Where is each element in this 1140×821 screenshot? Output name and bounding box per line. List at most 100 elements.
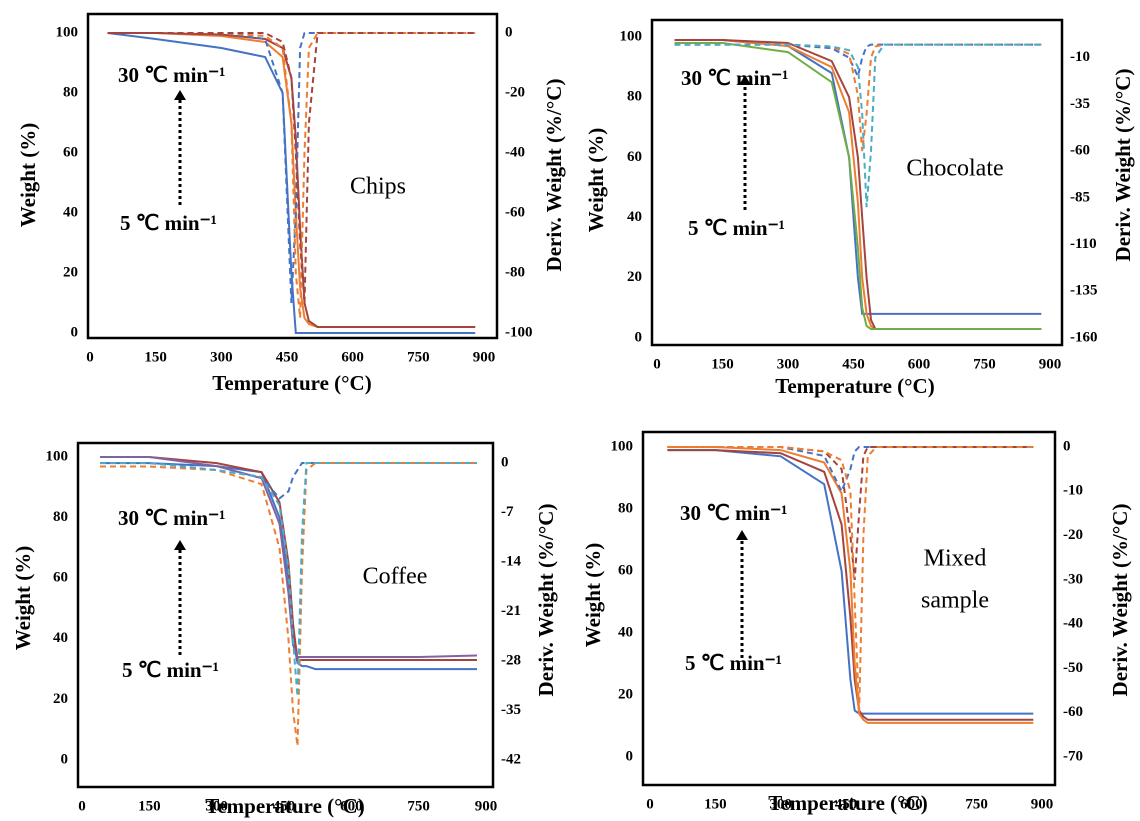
y-axis-title: Weight (%) bbox=[581, 543, 605, 647]
weight-line bbox=[667, 446, 1034, 724]
y-tick-label: 40 bbox=[53, 630, 68, 646]
y2-tick-label: 0 bbox=[501, 454, 509, 470]
annotation: 30 ℃ min⁻¹ bbox=[118, 506, 225, 530]
y-tick-label: 80 bbox=[618, 500, 633, 516]
y2-axis-title: Deriv. Weight (%/°C) bbox=[1111, 69, 1135, 262]
y-axis-title: Weight (%) bbox=[11, 546, 35, 650]
y-tick-label: 60 bbox=[618, 562, 633, 578]
y-tick-label: 0 bbox=[71, 324, 79, 340]
y2-tick-label: -28 bbox=[501, 652, 521, 668]
x-axis-title: Temperature (°C) bbox=[768, 791, 927, 815]
y-tick-label: 40 bbox=[63, 204, 78, 220]
y2-tick-label: -7 bbox=[501, 504, 514, 520]
y2-tick-label: -160 bbox=[1070, 329, 1098, 345]
arrow-head bbox=[736, 530, 748, 540]
x-axis-title: Temperature (°C) bbox=[212, 371, 371, 395]
arrow-head bbox=[174, 90, 186, 100]
x-tick-label: 300 bbox=[769, 796, 792, 812]
annotation: 5 ℃ min⁻¹ bbox=[685, 651, 782, 675]
y-tick-label: 80 bbox=[627, 89, 642, 105]
deriv-line bbox=[674, 43, 1042, 208]
y2-tick-label: -10 bbox=[1070, 49, 1090, 65]
deriv-line bbox=[100, 462, 477, 747]
weight-line bbox=[100, 456, 477, 661]
y2-tick-label: -40 bbox=[505, 144, 525, 160]
x-tick-label: 750 bbox=[965, 796, 988, 812]
annotation: 30 ℃ min⁻¹ bbox=[681, 66, 788, 90]
plot-frame bbox=[650, 18, 1064, 347]
x-tick-label: 450 bbox=[842, 356, 865, 372]
x-tick-label: 900 bbox=[473, 349, 496, 365]
x-tick-label: 900 bbox=[1039, 356, 1062, 372]
y-tick-label: 0 bbox=[626, 748, 634, 764]
y-tick-label: 0 bbox=[635, 329, 643, 345]
deriv-line bbox=[667, 446, 1034, 494]
annotation: 5 ℃ min⁻¹ bbox=[688, 216, 785, 240]
y2-tick-label: -30 bbox=[1063, 571, 1083, 587]
y-tick-label: 100 bbox=[56, 24, 79, 40]
y2-tick-label: -35 bbox=[1070, 96, 1090, 112]
weight-line bbox=[674, 42, 1042, 330]
x-tick-label: 0 bbox=[78, 798, 86, 814]
x-tick-label: 0 bbox=[646, 796, 654, 812]
y2-axis-title: Deriv. Weight (%/°C) bbox=[534, 504, 558, 697]
y2-tick-label: -42 bbox=[501, 751, 521, 767]
x-tick-label: 450 bbox=[273, 798, 296, 814]
annotation: 5 ℃ min⁻¹ bbox=[120, 211, 217, 235]
sample-label: Chips bbox=[350, 174, 406, 200]
y2-tick-label: -100 bbox=[505, 324, 533, 340]
x-tick-label: 450 bbox=[276, 349, 299, 365]
plot-frame bbox=[641, 430, 1057, 787]
y-tick-label: 60 bbox=[63, 144, 78, 160]
y2-tick-label: -60 bbox=[1063, 704, 1083, 720]
y-tick-label: 100 bbox=[620, 28, 643, 44]
y2-tick-label: -40 bbox=[1063, 616, 1083, 632]
y2-tick-label: -60 bbox=[505, 204, 525, 220]
x-tick-label: 150 bbox=[144, 349, 167, 365]
sample-label: Chocolate bbox=[906, 156, 1003, 182]
y2-tick-label: -14 bbox=[501, 553, 521, 569]
sample-label: Coffee bbox=[363, 564, 428, 590]
x-tick-label: 150 bbox=[138, 798, 161, 814]
y-axis-title: Weight (%) bbox=[584, 128, 608, 232]
y-tick-label: 100 bbox=[46, 448, 69, 464]
annotation: 30 ℃ min⁻¹ bbox=[118, 63, 225, 87]
x-tick-label: 0 bbox=[86, 349, 94, 365]
annotation: 30 ℃ min⁻¹ bbox=[680, 501, 787, 525]
y2-tick-label: 0 bbox=[505, 24, 513, 40]
x-tick-label: 150 bbox=[711, 356, 734, 372]
annotation: 5 ℃ min⁻¹ bbox=[122, 658, 219, 682]
y-tick-label: 80 bbox=[63, 84, 78, 100]
y2-tick-label: -60 bbox=[1070, 143, 1090, 159]
plot-frame bbox=[86, 12, 499, 340]
y2-axis-title: Deriv. Weight (%/°C) bbox=[1108, 504, 1132, 697]
sample-label: Mixed bbox=[924, 546, 987, 572]
y2-tick-label: -135 bbox=[1070, 283, 1098, 299]
x-tick-label: 900 bbox=[475, 798, 498, 814]
deriv-line bbox=[107, 32, 476, 304]
x-tick-label: 0 bbox=[653, 356, 661, 372]
weight-line bbox=[100, 456, 478, 658]
y2-tick-label: -110 bbox=[1070, 236, 1097, 252]
x-axis-title: Temperature (°C) bbox=[205, 794, 364, 818]
y2-tick-label: -10 bbox=[1063, 483, 1083, 499]
y-tick-label: 20 bbox=[53, 691, 68, 707]
y2-tick-label: -21 bbox=[501, 603, 521, 619]
x-tick-label: 600 bbox=[908, 356, 931, 372]
x-axis-title: Temperature (°C) bbox=[775, 374, 934, 398]
arrow-head bbox=[739, 75, 751, 85]
x-tick-label: 600 bbox=[900, 796, 923, 812]
y2-tick-label: -20 bbox=[1063, 527, 1083, 543]
x-tick-label: 450 bbox=[835, 796, 858, 812]
y-tick-label: 100 bbox=[611, 438, 634, 454]
weight-line bbox=[667, 449, 1034, 715]
deriv-line bbox=[674, 43, 1042, 152]
x-tick-label: 300 bbox=[205, 798, 228, 814]
x-tick-label: 750 bbox=[407, 349, 430, 365]
deriv-line bbox=[100, 462, 477, 697]
y-tick-label: 60 bbox=[53, 570, 68, 586]
x-tick-label: 750 bbox=[407, 798, 430, 814]
y2-tick-label: -70 bbox=[1063, 748, 1083, 764]
y2-tick-label: -20 bbox=[505, 84, 525, 100]
